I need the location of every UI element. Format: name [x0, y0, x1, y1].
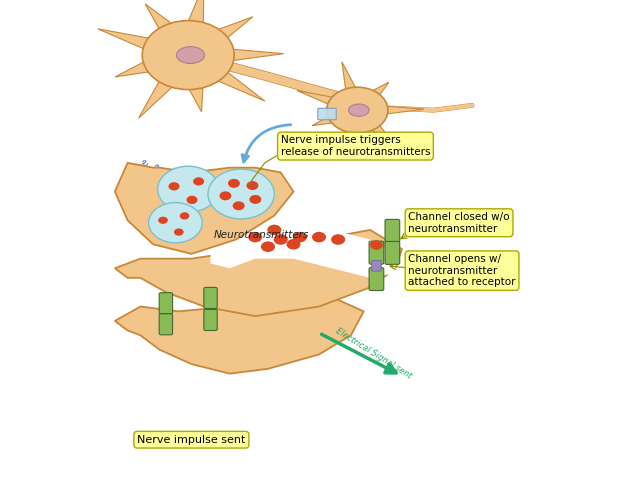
Circle shape	[312, 232, 326, 242]
FancyBboxPatch shape	[385, 219, 399, 242]
Polygon shape	[212, 17, 253, 42]
Polygon shape	[345, 128, 357, 160]
Circle shape	[219, 192, 232, 200]
Text: Neurotransmitters: Neurotransmitters	[214, 230, 309, 240]
Polygon shape	[186, 82, 204, 112]
Polygon shape	[145, 4, 177, 34]
Circle shape	[158, 217, 168, 224]
Circle shape	[149, 203, 202, 243]
Circle shape	[158, 166, 219, 212]
FancyBboxPatch shape	[385, 241, 399, 264]
Polygon shape	[186, 0, 204, 28]
FancyBboxPatch shape	[318, 108, 336, 120]
Ellipse shape	[348, 104, 369, 116]
Polygon shape	[226, 49, 284, 61]
Polygon shape	[369, 82, 389, 98]
Polygon shape	[115, 230, 402, 316]
Text: Channel closed w/o
neurotransmitter: Channel closed w/o neurotransmitter	[408, 212, 510, 234]
Polygon shape	[297, 91, 337, 106]
Circle shape	[274, 234, 288, 245]
FancyBboxPatch shape	[369, 241, 384, 264]
Circle shape	[248, 232, 262, 242]
Circle shape	[261, 241, 275, 252]
Ellipse shape	[177, 46, 205, 64]
Circle shape	[293, 232, 307, 242]
Text: Nerve impulse triggers
release of neurotransmitters: Nerve impulse triggers release of neurot…	[281, 135, 430, 157]
Circle shape	[180, 212, 189, 219]
Circle shape	[267, 225, 281, 235]
Polygon shape	[115, 297, 364, 374]
Polygon shape	[115, 163, 293, 254]
FancyBboxPatch shape	[371, 261, 382, 271]
FancyBboxPatch shape	[204, 309, 217, 331]
Circle shape	[327, 87, 388, 133]
Circle shape	[286, 239, 300, 250]
Polygon shape	[138, 77, 177, 118]
Polygon shape	[98, 29, 155, 51]
Circle shape	[208, 169, 274, 219]
Circle shape	[233, 201, 244, 210]
Circle shape	[168, 182, 179, 191]
Polygon shape	[383, 106, 424, 114]
Text: Nerve impulse sent: Nerve impulse sent	[137, 435, 246, 445]
Circle shape	[331, 234, 345, 245]
Circle shape	[186, 196, 198, 204]
Circle shape	[246, 181, 258, 190]
Circle shape	[193, 177, 204, 185]
Circle shape	[228, 179, 240, 188]
Text: Electrical Signal sent: Electrical Signal sent	[334, 326, 413, 381]
Polygon shape	[212, 68, 265, 101]
Circle shape	[370, 240, 383, 250]
Circle shape	[174, 228, 184, 236]
Circle shape	[142, 21, 234, 90]
FancyBboxPatch shape	[160, 293, 172, 314]
Polygon shape	[369, 123, 397, 148]
Polygon shape	[312, 114, 337, 125]
Polygon shape	[211, 230, 396, 278]
Text: Nerve
Impulse: Nerve Impulse	[123, 153, 164, 196]
Circle shape	[249, 195, 262, 204]
FancyBboxPatch shape	[204, 287, 217, 308]
Polygon shape	[342, 62, 357, 92]
Polygon shape	[115, 59, 155, 77]
Text: Channel opens w/
neurotransmitter
attached to receptor: Channel opens w/ neurotransmitter attach…	[408, 254, 516, 287]
FancyBboxPatch shape	[160, 314, 172, 335]
FancyBboxPatch shape	[369, 267, 384, 290]
